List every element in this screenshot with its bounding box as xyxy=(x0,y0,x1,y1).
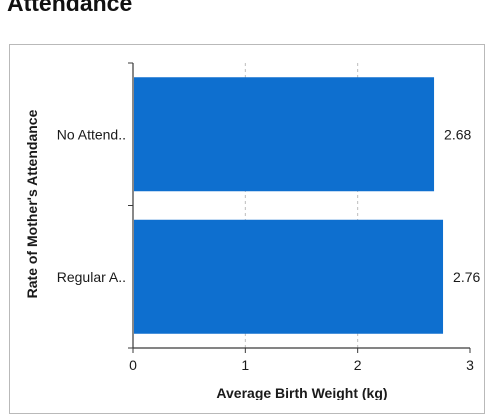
bar-value-label: 2.76 xyxy=(453,269,480,285)
bar[interactable] xyxy=(134,219,444,334)
axes xyxy=(128,62,471,353)
x-tick-label: 0 xyxy=(129,357,137,373)
category-label: No Attend.. xyxy=(57,126,126,142)
x-tick-label: 3 xyxy=(466,357,474,373)
y-axis-title: Rate of Mother's Attendance xyxy=(24,109,40,298)
x-axis-title: Average Birth Weight (kg) xyxy=(216,385,387,400)
bar-value-label: 2.68 xyxy=(444,126,471,142)
category-label: Regular A.. xyxy=(57,269,126,285)
x-tick-label: 1 xyxy=(241,357,249,373)
bar[interactable] xyxy=(134,77,435,192)
bar-chart: 2.68 No Attend.. 2.76 Regular A.. 0 1 2 3 Avera… xyxy=(24,62,481,400)
page-title: Attendance xyxy=(7,0,133,16)
labels: 2.68 No Attend.. 2.76 Regular A.. 0 1 2 3 xyxy=(57,126,481,373)
x-tick-label: 2 xyxy=(354,357,362,373)
bars xyxy=(134,77,444,334)
